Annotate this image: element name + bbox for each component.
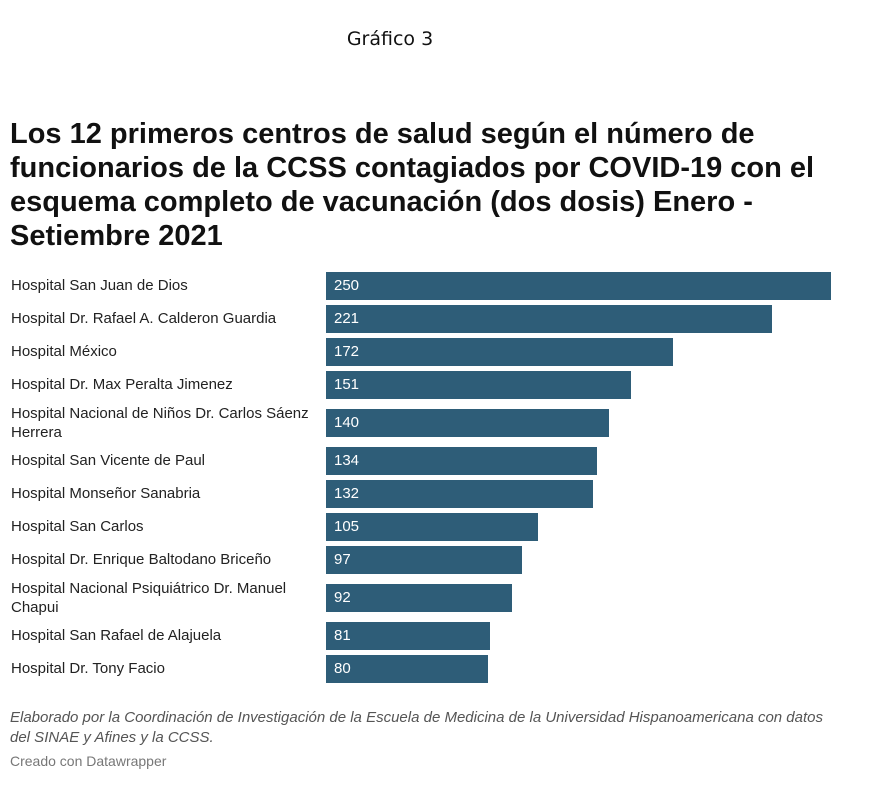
bar-value-label: 132 bbox=[334, 484, 360, 502]
bar bbox=[326, 583, 512, 612]
bar-value-label: 134 bbox=[334, 451, 360, 469]
bar-value-label: 221 bbox=[334, 309, 360, 327]
category-label: Hospital Dr. Rafael A. Calderon Guardia bbox=[11, 309, 277, 327]
bar-value-label: 151 bbox=[334, 375, 360, 393]
bar bbox=[326, 621, 490, 650]
bar bbox=[326, 337, 674, 366]
bar bbox=[326, 370, 632, 399]
bar-value-label: 81 bbox=[334, 626, 351, 644]
chart-notes: Elaborado por la Coordinación de Investi… bbox=[10, 709, 823, 746]
category-label: Hospital Dr. Tony Facio bbox=[11, 659, 165, 677]
bar-value-label: 92 bbox=[334, 588, 351, 606]
bar-value-label: 250 bbox=[334, 276, 360, 294]
category-label: Hospital Monseñor Sanabria bbox=[11, 484, 201, 502]
bar-value-label: 140 bbox=[334, 413, 360, 431]
bar bbox=[326, 545, 522, 574]
bar bbox=[326, 408, 609, 437]
category-label: Hospital México bbox=[11, 342, 117, 360]
category-label: Hospital Nacional de Niños Dr. Carlos Sá… bbox=[11, 404, 309, 441]
bar bbox=[326, 271, 831, 300]
chart-credit: Creado con Datawrapper bbox=[10, 753, 167, 769]
category-label: Hospital San Rafael de Alajuela bbox=[11, 626, 222, 644]
chart-title: Los 12 primeros centros de salud según e… bbox=[10, 118, 815, 252]
category-label: Hospital Dr. Enrique Baltodano Briceño bbox=[11, 550, 272, 568]
bar-value-label: 80 bbox=[334, 659, 351, 677]
bar bbox=[326, 512, 539, 541]
bar bbox=[326, 304, 773, 333]
category-label: Hospital San Carlos bbox=[11, 517, 144, 535]
figure-label: Gráfico 3 bbox=[346, 28, 434, 50]
bar bbox=[326, 654, 488, 683]
bar-value-label: 172 bbox=[334, 342, 360, 360]
bar bbox=[326, 479, 593, 508]
category-label: Hospital San Juan de Dios bbox=[11, 276, 188, 294]
bar-value-label: 97 bbox=[334, 550, 351, 568]
category-label: Hospital San Vicente de Paul bbox=[11, 451, 206, 469]
bar-value-label: 105 bbox=[334, 517, 360, 535]
bar bbox=[326, 446, 597, 475]
category-label: Hospital Dr. Max Peralta Jimenez bbox=[11, 375, 233, 393]
category-label: Hospital Nacional Psiquiátrico Dr. Manue… bbox=[11, 579, 287, 616]
bar-chart: Hospital San Juan de Dios 250 Hospital Dr.… bbox=[0, 262, 884, 692]
